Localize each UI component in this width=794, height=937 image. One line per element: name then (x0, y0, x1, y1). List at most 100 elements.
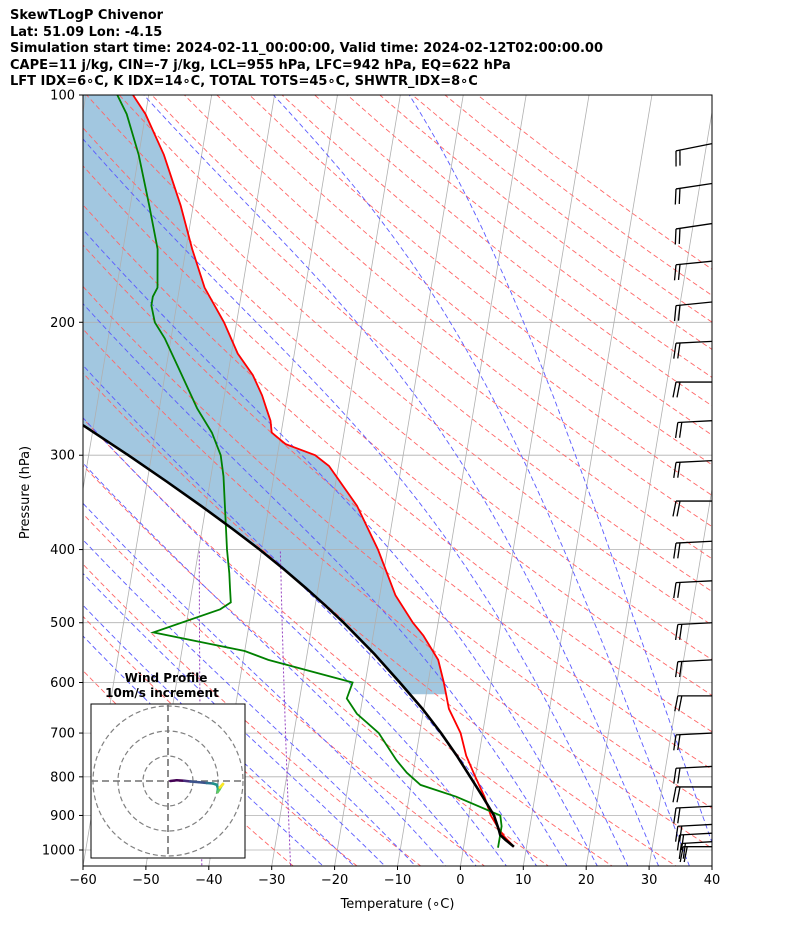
dry-adiabat (346, 95, 712, 378)
dry-adiabat (476, 95, 712, 270)
wind-barb-feather (680, 834, 685, 851)
wind-barb-feather (676, 500, 681, 517)
hodograph-subtitle: 10m/s increment (105, 686, 219, 700)
isotherm-line (460, 95, 590, 866)
wind-barb (673, 260, 713, 281)
wind-barb-feather (673, 768, 677, 784)
dry-adiabat (281, 95, 712, 436)
wind-barb-staff (681, 841, 713, 845)
dry-adiabat (216, 95, 712, 496)
wind-barb (674, 823, 713, 842)
wind-barb-feather (672, 500, 677, 517)
wind-barb-staff (675, 301, 713, 307)
cape-area (83, 95, 447, 695)
x-tick-label: −30 (258, 873, 285, 888)
wind-barb-staff (677, 420, 713, 424)
wind-barb-feather (676, 834, 681, 851)
wind-barb-feather (673, 343, 677, 359)
dry-adiabat (83, 285, 712, 809)
dry-adiabat (83, 464, 550, 866)
isotherm-line (648, 486, 712, 866)
dry-adiabat (118, 95, 712, 593)
wind-barb-feather (678, 695, 683, 712)
wind-barb-feather (677, 582, 681, 598)
x-tick-label: 30 (641, 873, 658, 888)
wind-barb-feather (683, 846, 688, 863)
dry-adiabat (83, 244, 712, 771)
wind-barb (675, 143, 713, 167)
temperature-profile (132, 95, 515, 848)
wind-barb (672, 500, 712, 517)
y-tick-label: 100 (50, 89, 75, 104)
moist-adiabat (83, 228, 598, 866)
parcel-profile (83, 423, 515, 848)
wind-barb-feather (677, 264, 681, 280)
moist-adiabat (83, 502, 447, 866)
dry-adiabat (83, 165, 712, 696)
wind-barb-feather (676, 786, 681, 803)
wind-barb-staff (677, 823, 713, 827)
isotherm-line (83, 95, 87, 115)
wind-barb-feather (678, 228, 681, 244)
wind-barb (673, 540, 713, 559)
wind-barb-feather (673, 807, 677, 824)
wind-barb-staff (679, 832, 713, 836)
x-tick-label: −40 (195, 873, 222, 888)
wind-barb-feather (678, 422, 683, 438)
moist-adiabat (273, 95, 690, 866)
wind-barb-staff (675, 222, 713, 230)
hodograph-title: Wind Profile (125, 671, 208, 685)
dry-adiabat (151, 95, 712, 560)
moist-adiabat (83, 138, 629, 866)
x-tick-label: 10 (515, 873, 532, 888)
wind-barb (674, 695, 712, 712)
wind-barb-feather (677, 734, 681, 751)
wind-barb-staff (675, 260, 713, 266)
wind-barb-feather (682, 843, 687, 859)
wind-barb-staff (675, 580, 713, 584)
x-tick-label: 0 (456, 873, 464, 888)
isotherm-line (585, 109, 712, 866)
wind-barb-staff (675, 340, 713, 344)
y-tick-label: 900 (50, 809, 75, 824)
wind-barb-feather (674, 188, 677, 205)
wind-barb-staff (675, 143, 713, 152)
y-tick-label: 600 (50, 676, 75, 691)
wind-barb (673, 301, 713, 322)
wind-barb (674, 222, 713, 245)
moist-adiabat (83, 417, 507, 866)
stability-parameters: CAPE=11 j/kg, CIN=-7 j/kg, LCL=955 hPa, … (10, 57, 511, 73)
wind-barb-feather (677, 462, 681, 478)
moist-adiabat (408, 95, 712, 844)
y-tick-label: 500 (50, 616, 75, 631)
isotherm-line (334, 95, 464, 866)
wind-barb-staff (675, 182, 713, 190)
dry-adiabat (83, 670, 294, 866)
dry-adiabat (83, 615, 358, 866)
moist-adiabat (83, 572, 386, 866)
wind-barb-staff (675, 765, 713, 769)
wind-barb-staff (677, 659, 713, 663)
x-tick-label: 20 (578, 873, 595, 888)
wind-barb-feather (672, 786, 677, 803)
wind-barb-feather (673, 462, 677, 478)
y-tick-label: 400 (50, 543, 75, 558)
wind-barb-feather (673, 734, 677, 751)
stability-indices: LFT IDX=6∘C, K IDX=14∘C, TOTAL TOTS=45∘C… (10, 74, 478, 89)
wind-barb-feather (673, 264, 677, 281)
wind-barb (672, 786, 712, 803)
dry-adiabat (83, 563, 422, 866)
moist-adiabat (83, 604, 355, 866)
wind-barb-staff (675, 459, 713, 464)
wind-barb-feather (676, 381, 681, 398)
x-tick-label: 40 (704, 873, 721, 888)
moist-adiabat (83, 462, 477, 866)
x-tick-label: −20 (321, 873, 348, 888)
wind-barb (672, 381, 712, 398)
y-tick-label: 1000 (42, 844, 75, 859)
hodograph-rings (91, 704, 245, 858)
wind-barb-feather (677, 342, 681, 359)
dry-adiabat (83, 417, 613, 866)
x-tick-label: −60 (69, 873, 96, 888)
